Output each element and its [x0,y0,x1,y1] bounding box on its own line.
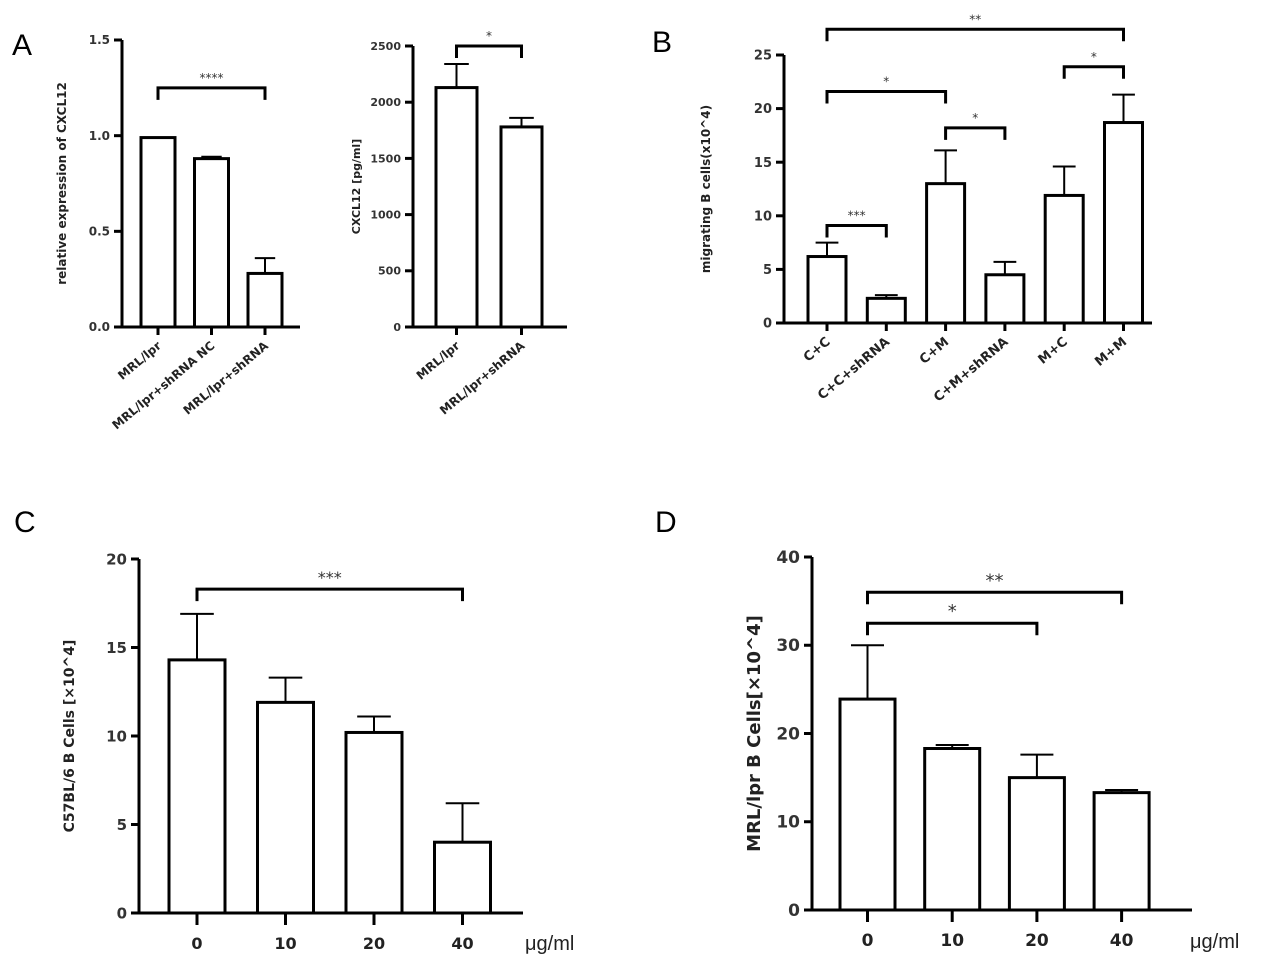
y-tick-label: 5 [117,816,127,834]
x-tick-label: C+C [801,335,834,366]
x-tick-label: 20 [1025,931,1049,951]
x-tick-label: 10 [940,931,964,951]
y-axis-label: relative expression of CXCL12 [55,82,69,285]
y-axis-label: C57BL/6 B Cells [×10^4] [62,640,78,833]
y-tick-label: 500 [378,265,401,278]
significance-label: * [948,601,957,622]
x-tick-label: 10 [274,934,296,953]
x-tick-label: 40 [451,934,473,953]
bar [344,730,404,915]
significance-label: * [972,111,978,125]
chart-panel-a2: 0 500 1000 1500 2000 2500 CXCL12 [pg/ml] MRL/lp… [350,29,567,418]
bar [923,747,982,912]
significance-bracket [195,587,464,602]
y-tick-label: 1500 [370,152,401,165]
significance-label: ** [969,12,981,26]
y-tick-label: 15 [106,639,127,657]
bar [499,125,544,329]
x-tick-label: MRL/lpr [414,339,463,383]
y-axis-label: migrating B cells(x10^4) [699,105,713,273]
significance-label: * [486,29,492,43]
significance-bracket [825,223,888,238]
panel-letter: A [12,29,32,62]
panel-letter: D [655,506,677,539]
significance-bracket [944,126,1007,140]
x-tick-label: MRL/lpr [115,339,164,383]
significance-label: * [1091,50,1097,64]
x-axis-unit-label: μg/ml [1190,931,1239,953]
chart-panel-b: B 0 5 10 15 20 25 migrating B cells(x10^4) C+C C+… [652,12,1152,405]
y-axis-label: CXCL12 [pg/ml] [350,139,363,234]
significance-bracket [156,86,267,100]
chart-panel-d: D 0 10 20 30 40 MRL/lpr B Cells[×10^4] 0 10 20 40 *… [655,506,1239,953]
y-tick-label: 2500 [370,40,401,53]
y-tick-label: 15 [754,156,772,171]
bar [806,255,848,325]
y-tick-label: 1.5 [89,33,110,47]
y-axis-label: MRL/lpr B Cells[×10^4] [744,615,765,852]
bar [1103,121,1144,325]
significance-label: ** [986,570,1004,591]
y-tick-label: 10 [776,813,800,833]
y-tick-label: 1000 [370,208,401,221]
significance-label: *** [848,208,866,222]
chart-panel-c: C 0 5 10 15 20 C57BL/6 B Cells [×10^4] 0 10 20 40 *… [14,506,574,955]
y-tick-label: 0 [117,904,127,922]
significance-bracket [866,621,1039,636]
y-tick-label: 10 [754,209,772,224]
y-tick-label: 20 [754,102,772,117]
significance-bracket [866,590,1124,605]
y-tick-label: 30 [776,636,800,656]
significance-bracket [825,89,948,104]
significance-bracket [455,44,523,58]
x-tick-label: MRL/lpr+shRNA NC [109,338,217,432]
x-axis-unit-label: μg/ml [525,933,574,955]
y-tick-label: 40 [776,548,800,568]
bar [925,182,967,325]
bar [256,700,315,915]
bar [434,86,479,329]
bar [1043,193,1085,325]
x-tick-label: C+M [917,335,952,368]
y-tick-label: 25 [754,49,772,64]
significance-bracket [825,27,1125,42]
x-tick-label: 0 [862,931,874,951]
panel-letter: B [652,26,672,59]
y-tick-label: 20 [776,724,800,744]
bar [167,658,227,915]
y-tick-label: 2000 [370,96,401,109]
significance-bracket [1062,65,1125,79]
bar [984,273,1026,325]
significance-label: **** [200,71,224,85]
bar [433,840,492,915]
chart-panel-a1: A 0.0 0.5 1.0 1.5 relative expression of CXCL… [12,29,300,432]
x-tick-label: M+M [1092,335,1130,370]
significance-label: * [883,74,889,88]
x-tick-label: 40 [1110,931,1134,951]
y-tick-label: 10 [106,727,127,745]
x-tick-label: M+C [1036,335,1071,368]
bar [193,157,230,329]
significance-label: *** [318,568,342,587]
bar [865,296,907,325]
bar [139,136,177,329]
bar [1007,776,1066,912]
x-tick-label: 0 [191,934,202,953]
panel-letter: C [14,506,36,539]
y-tick-label: 0 [763,317,772,332]
y-tick-label: 0.0 [89,320,110,334]
y-tick-label: 1.0 [89,129,110,143]
bar [1092,791,1151,912]
y-tick-label: 0.5 [89,225,110,239]
x-tick-label: 20 [363,934,385,953]
y-tick-label: 0 [393,321,401,334]
bar [838,697,897,912]
y-tick-label: 0 [788,901,800,921]
y-tick-label: 20 [106,550,127,568]
y-tick-label: 5 [763,263,772,278]
bar [246,271,284,329]
